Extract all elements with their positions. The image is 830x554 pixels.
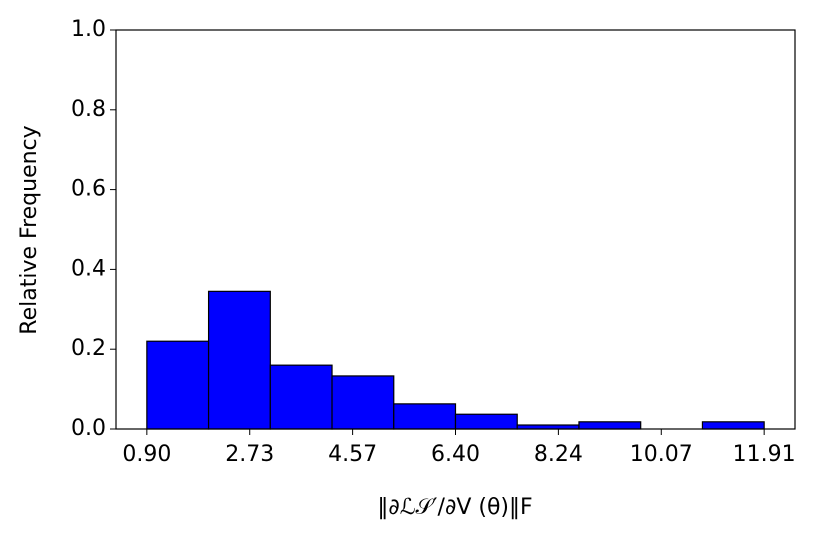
x-tick-label: 8.24 xyxy=(534,442,583,467)
x-tick-label: 10.07 xyxy=(630,442,693,467)
bar xyxy=(331,375,395,430)
bar xyxy=(701,421,765,430)
y-tick-label: 0.8 xyxy=(71,97,106,122)
bar xyxy=(146,340,210,430)
y-tick-label: 0.2 xyxy=(71,336,106,361)
y-axis-label: Relative Frequency xyxy=(17,125,42,334)
bar xyxy=(454,413,518,430)
bar xyxy=(207,290,271,430)
bar xyxy=(269,364,333,430)
x-tick-label: 2.73 xyxy=(225,442,274,467)
x-tick-label: 11.91 xyxy=(733,442,796,467)
x-tick-label: 0.90 xyxy=(122,442,171,467)
bar xyxy=(393,403,457,430)
y-tick-label: 1.0 xyxy=(71,17,106,42)
x-tick-label: 4.57 xyxy=(328,442,377,467)
y-tick-label: 0.4 xyxy=(71,256,106,281)
y-tick-label: 0.6 xyxy=(71,177,106,202)
y-tick-label: 0.0 xyxy=(71,416,106,441)
bar xyxy=(578,421,642,430)
x-tick-label: 6.40 xyxy=(431,442,480,467)
x-axis-label: ‖∂ℒ𝒮′/∂V (θ)‖F xyxy=(377,495,532,520)
